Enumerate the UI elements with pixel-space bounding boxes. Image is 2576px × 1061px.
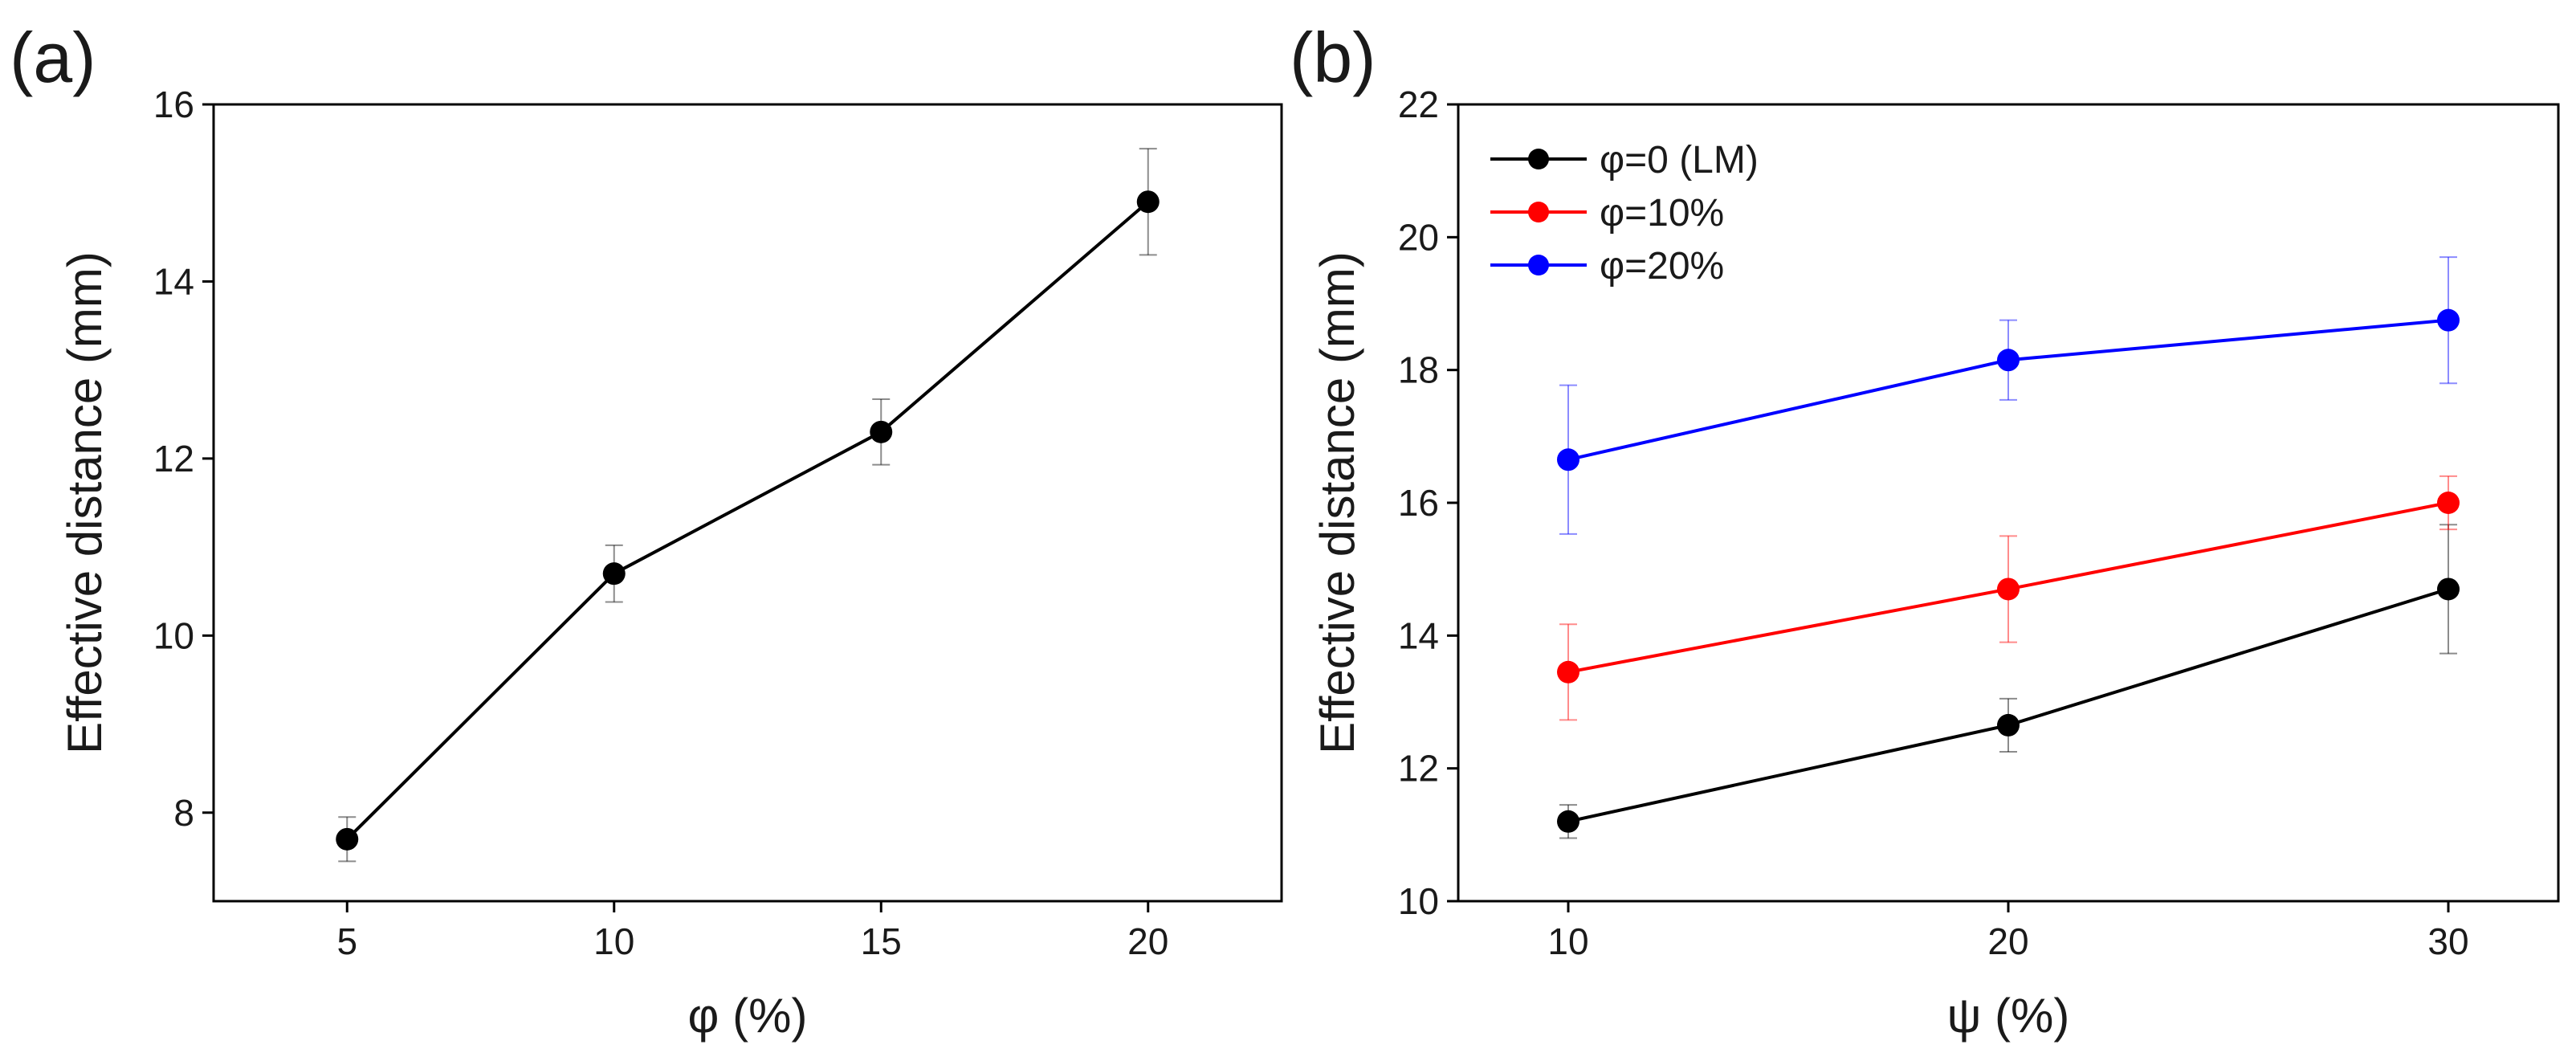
legend-label-2: φ=20% (1600, 245, 1724, 288)
marks-b (1557, 256, 2460, 839)
x-axis-title-a: φ (%) (688, 989, 808, 1043)
legend: φ=0 (LM) φ=10% φ=20% (1490, 139, 1759, 288)
y-tick-label-a-0: 8 (173, 792, 194, 834)
data-point-b-2-2 (2437, 308, 2460, 332)
data-point-a-0-2 (870, 420, 893, 443)
data-point-b-1-2 (2437, 492, 2460, 514)
x-axis-title-b: ψ (%) (1947, 989, 2070, 1043)
legend-item-2: φ=20% (1490, 245, 1724, 288)
chart-panel-a: (a) 5 10 15 20 8 10 12 14 16 φ (%) Effective dis… (10, 18, 1283, 1043)
marks-a (336, 148, 1160, 863)
data-point-b-1-1 (1997, 577, 2020, 601)
data-point-b-2-0 (1557, 448, 1579, 471)
y-tick-label-a-3: 14 (153, 260, 194, 302)
data-point-b-2-1 (1997, 349, 2020, 372)
data-point-b-0-2 (2437, 577, 2460, 601)
y-tick-label-b-6: 22 (1398, 84, 1439, 125)
x-tick-label-a-3: 20 (1127, 920, 1168, 962)
x-tick-label-a-1: 10 (593, 920, 634, 962)
y-tick-label-b-2: 14 (1398, 614, 1439, 656)
legend-label-0: φ=0 (LM) (1600, 139, 1759, 182)
x-tick-label-b-1: 20 (1987, 920, 2028, 962)
x-tick-label-b-0: 10 (1547, 920, 1588, 962)
y-tick-label-a-2: 12 (153, 438, 194, 479)
y-tick-label-b-1: 12 (1398, 748, 1439, 790)
ticks-a: 5 10 15 20 8 10 12 14 16 (153, 84, 1169, 962)
y-axis-title-a: Effective distance (mm) (58, 251, 112, 754)
x-tick-label-a-0: 5 (336, 920, 357, 962)
panel-label-b: (b) (1290, 18, 1376, 97)
y-tick-label-a-4: 16 (153, 84, 194, 125)
x-tick-label-b-2: 30 (2427, 920, 2468, 962)
legend-marker-0 (1528, 149, 1549, 169)
x-tick-label-a-2: 15 (861, 920, 902, 962)
y-tick-label-b-5: 20 (1398, 216, 1439, 258)
y-axis-title-b: Effective distance (mm) (1310, 251, 1364, 754)
data-point-a-0-0 (336, 827, 359, 851)
data-point-b-0-0 (1557, 810, 1579, 833)
y-tick-label-b-4: 18 (1398, 349, 1439, 391)
series-line-a-0 (345, 200, 1150, 841)
legend-item-1: φ=10% (1490, 192, 1724, 235)
legend-label-1: φ=10% (1600, 192, 1724, 235)
data-point-b-1-0 (1557, 660, 1579, 684)
data-point-a-0-3 (1136, 190, 1160, 214)
plot-frame-a (212, 103, 1283, 903)
legend-marker-1 (1528, 202, 1549, 222)
chart-panel-b: (b) 10 20 30 10 12 14 16 18 20 22 ψ (%) Effective… (1290, 18, 2560, 1043)
panel-label-a: (a) (10, 18, 96, 97)
data-point-a-0-1 (602, 562, 626, 586)
y-tick-label-a-1: 10 (153, 614, 194, 656)
legend-item-0: φ=0 (LM) (1490, 139, 1759, 182)
y-tick-label-b-3: 16 (1398, 482, 1439, 524)
data-point-b-0-1 (1997, 713, 2020, 737)
ticks-b: 10 20 30 10 12 14 16 18 20 22 (1398, 84, 2469, 962)
y-tick-label-b-0: 10 (1398, 880, 1439, 922)
legend-marker-2 (1528, 255, 1549, 275)
